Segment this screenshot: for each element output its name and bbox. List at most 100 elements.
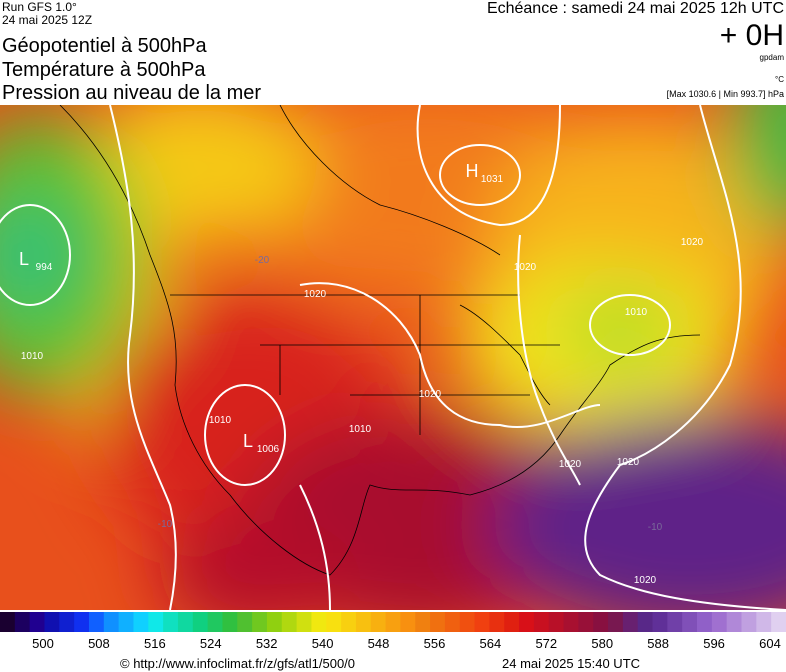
colorbar-swatch xyxy=(741,612,757,632)
colorbar-swatch xyxy=(489,612,505,632)
colorbar-swatch xyxy=(14,612,31,632)
isobar-label: 1020 xyxy=(419,389,442,400)
footer-url: © http://www.infoclimat.fr/z/gfs/atl1/50… xyxy=(120,656,356,671)
colorbar-swatch xyxy=(0,612,16,632)
run-date: 24 mai 2025 12Z xyxy=(2,13,93,27)
colorbar-swatch xyxy=(548,612,565,632)
isobar-label: 1020 xyxy=(681,237,704,248)
center-value: 1031 xyxy=(481,174,504,185)
colorbar-swatch xyxy=(563,612,579,632)
colorbar-swatch xyxy=(266,612,283,632)
colorbar-tick-label: 500 xyxy=(32,636,54,651)
colorbar-swatch xyxy=(370,612,387,632)
colorbar-swatch xyxy=(711,612,728,632)
colorbar-swatch xyxy=(474,612,490,632)
isobar-label: 1020 xyxy=(617,457,640,468)
colorbar-swatch xyxy=(385,612,401,632)
colorbar-swatch xyxy=(697,612,713,632)
isobar-label: 1020 xyxy=(559,459,582,470)
colorbar-swatch xyxy=(88,612,105,632)
echeance: Echéance : samedi 24 mai 2025 12h UTC xyxy=(486,0,784,17)
colorbar-swatch xyxy=(118,612,134,632)
colorbar-swatch xyxy=(771,612,786,632)
isobars xyxy=(0,105,786,610)
temp-label: -10 xyxy=(158,519,173,530)
unit-temp: °C xyxy=(775,75,784,84)
isobar-label: 1010 xyxy=(625,307,648,318)
colorbar-swatch xyxy=(326,612,342,632)
colorbar-swatch xyxy=(504,612,520,632)
center-letter: L xyxy=(19,249,29,269)
colorbar-swatch xyxy=(237,612,253,632)
colorbar-swatch xyxy=(163,612,179,632)
colorbar-swatch xyxy=(103,612,120,632)
colorbar-swatch xyxy=(148,612,164,632)
colorbar-swatch xyxy=(459,612,476,632)
colorbar-swatch xyxy=(756,612,772,632)
colorbar-swatch xyxy=(444,612,461,632)
colorbar-swatch xyxy=(608,612,624,632)
colorbar-tick-label: 532 xyxy=(256,636,278,651)
colorbar-tick-label: 572 xyxy=(535,636,557,651)
colorbar-swatch xyxy=(252,612,268,632)
temperature-field xyxy=(0,105,786,610)
run-label: Run GFS 1.0° xyxy=(2,0,77,14)
colorbar-swatch xyxy=(726,612,743,632)
offset: + 0H xyxy=(719,19,784,52)
pressure-range: [Max 1030.6 | Min 993.7] hPa xyxy=(666,89,784,99)
map: H 1031 L 994 L 1006 1020 1020 1020 1020 1020 1020 10… xyxy=(0,105,786,610)
isobar-label: 1010 xyxy=(349,424,372,435)
colorbar-swatch xyxy=(59,612,75,632)
colorbar-tick-label: 548 xyxy=(368,636,390,651)
colorbar-swatch xyxy=(281,612,298,632)
colorbar-swatch xyxy=(74,612,90,632)
colorbar-swatch xyxy=(519,612,535,632)
center-value: 1006 xyxy=(257,444,280,455)
colorbar-tick-label: 524 xyxy=(200,636,222,651)
colorbar-swatch xyxy=(29,612,45,632)
colorbar-tick-label: 508 xyxy=(88,636,110,651)
colorbar-swatch xyxy=(311,612,327,632)
colorbar-swatch xyxy=(652,612,668,632)
footer-timestamp: 24 mai 2025 15:40 UTC xyxy=(502,656,641,671)
title-line: Température à 500hPa xyxy=(2,59,206,81)
colorbar-swatch xyxy=(593,612,609,632)
colorbar-tick-label: 588 xyxy=(647,636,669,651)
title-line: Géopotentiel à 500hPa xyxy=(2,35,207,57)
colorbar-tick-label: 596 xyxy=(703,636,725,651)
colorbar-swatch xyxy=(637,612,654,632)
colorbar-tick-label: 564 xyxy=(480,636,502,651)
colorbar-swatch xyxy=(207,612,223,632)
colorbar-swatch xyxy=(44,612,60,632)
colorbar-swatch xyxy=(192,612,209,632)
colorbar-swatch xyxy=(177,612,194,632)
colorbar-swatch xyxy=(430,612,446,632)
colorbar-swatch xyxy=(667,612,683,632)
colorbar-swatch xyxy=(341,612,357,632)
colorbar-tick-label: 540 xyxy=(312,636,334,651)
isobar-label: 1010 xyxy=(21,351,44,362)
colorbar-tick-label: 604 xyxy=(759,636,781,651)
colorbar-swatch xyxy=(355,612,372,632)
temp-label: -10 xyxy=(648,522,663,533)
colorbar-swatch xyxy=(222,612,238,632)
colorbar-tick-label: 516 xyxy=(144,636,166,651)
colorbar-swatch xyxy=(296,612,312,632)
center-value: 994 xyxy=(36,262,53,273)
isobar-label: 1020 xyxy=(634,575,657,586)
isobar-label: 1010 xyxy=(209,415,232,426)
colorbar-swatch xyxy=(400,612,416,632)
temp-label: -20 xyxy=(255,255,270,266)
title-line: Pression au niveau de la mer xyxy=(2,82,262,104)
colorbar-swatch xyxy=(133,612,149,632)
colorbar-swatch xyxy=(415,612,431,632)
center-letter: L xyxy=(243,431,253,451)
colorbar-swatch xyxy=(682,612,698,632)
colorbar-swatch xyxy=(533,612,550,632)
colorbar-swatch xyxy=(578,612,594,632)
colorbar-tick-label: 580 xyxy=(591,636,613,651)
colorbar: 500 508 516 524 532 540 548 556 564 572 580 588 596 6… xyxy=(0,612,786,651)
center-letter: H xyxy=(466,161,479,181)
isobar-label: 1020 xyxy=(304,289,327,300)
colorbar-tick-label: 556 xyxy=(424,636,446,651)
